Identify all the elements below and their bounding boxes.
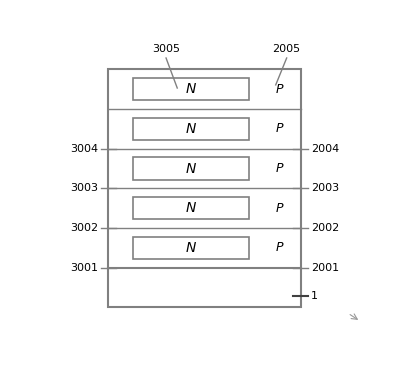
Text: P: P bbox=[275, 242, 283, 254]
Bar bbox=[133, 237, 249, 259]
Text: N: N bbox=[186, 161, 196, 176]
Text: N: N bbox=[186, 241, 196, 255]
Text: P: P bbox=[275, 202, 283, 215]
Text: 1: 1 bbox=[311, 291, 318, 300]
Text: 2003: 2003 bbox=[311, 183, 339, 193]
Text: P: P bbox=[275, 83, 283, 96]
Text: 3002: 3002 bbox=[71, 223, 98, 233]
Text: 3001: 3001 bbox=[71, 263, 98, 273]
Bar bbox=[133, 197, 249, 219]
Text: 3003: 3003 bbox=[71, 183, 98, 193]
Text: P: P bbox=[275, 162, 283, 175]
Text: P: P bbox=[275, 122, 283, 135]
Text: N: N bbox=[186, 82, 196, 96]
Text: 3004: 3004 bbox=[71, 144, 98, 154]
Text: N: N bbox=[186, 201, 196, 215]
Bar bbox=[133, 118, 249, 140]
Text: 3005: 3005 bbox=[152, 44, 180, 54]
Text: 2002: 2002 bbox=[311, 223, 339, 233]
Bar bbox=[133, 78, 249, 100]
Text: 2004: 2004 bbox=[311, 144, 339, 154]
Text: 2005: 2005 bbox=[273, 44, 301, 54]
Text: 2001: 2001 bbox=[311, 263, 339, 273]
Bar bbox=[108, 69, 301, 307]
Bar bbox=[133, 157, 249, 180]
Text: N: N bbox=[186, 122, 196, 136]
